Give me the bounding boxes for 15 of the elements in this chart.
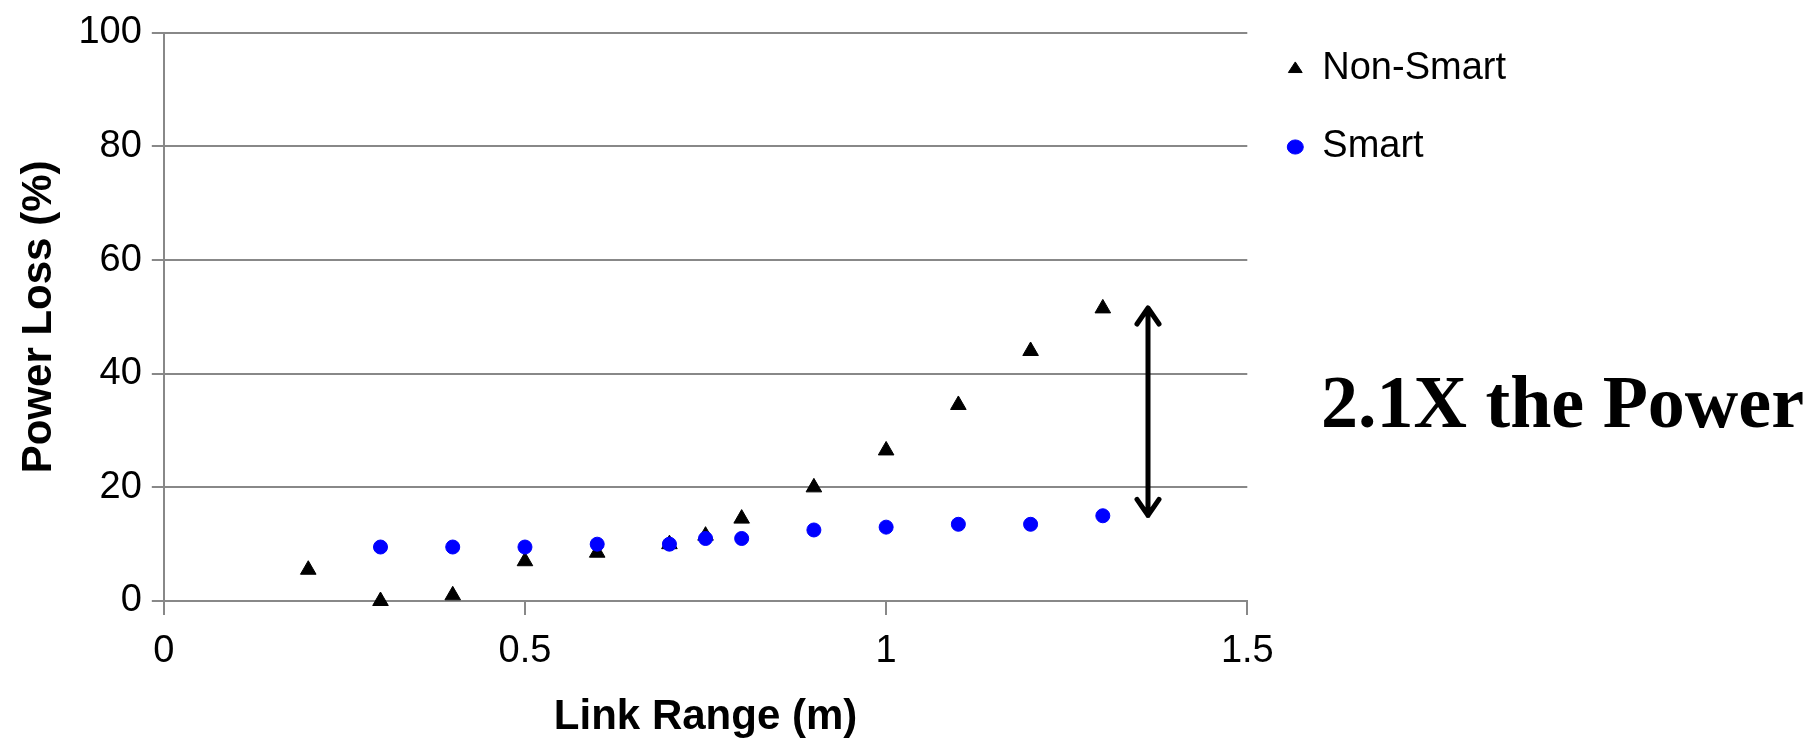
y-tick-label: 0: [120, 577, 142, 620]
y-axis-title: Power Loss (%): [12, 160, 60, 474]
y-tick-label: 60: [99, 236, 142, 279]
y-tick-label: 20: [99, 463, 142, 506]
legend-label: Smart: [1322, 123, 1425, 166]
y-tick-label: 100: [78, 9, 142, 52]
x-tick-label: 0: [153, 628, 175, 671]
x-axis-title: Link Range (m): [553, 691, 858, 739]
legend-label: Non-Smart: [1322, 45, 1507, 88]
x-tick-label: 1.5: [1220, 628, 1274, 671]
x-tick-label: 1: [875, 628, 897, 671]
x-tick-label: 0.5: [498, 628, 552, 671]
y-tick-label: 80: [99, 122, 142, 165]
y-tick-label: 40: [99, 350, 142, 393]
text: 2.1X the Power: [1321, 360, 1804, 443]
